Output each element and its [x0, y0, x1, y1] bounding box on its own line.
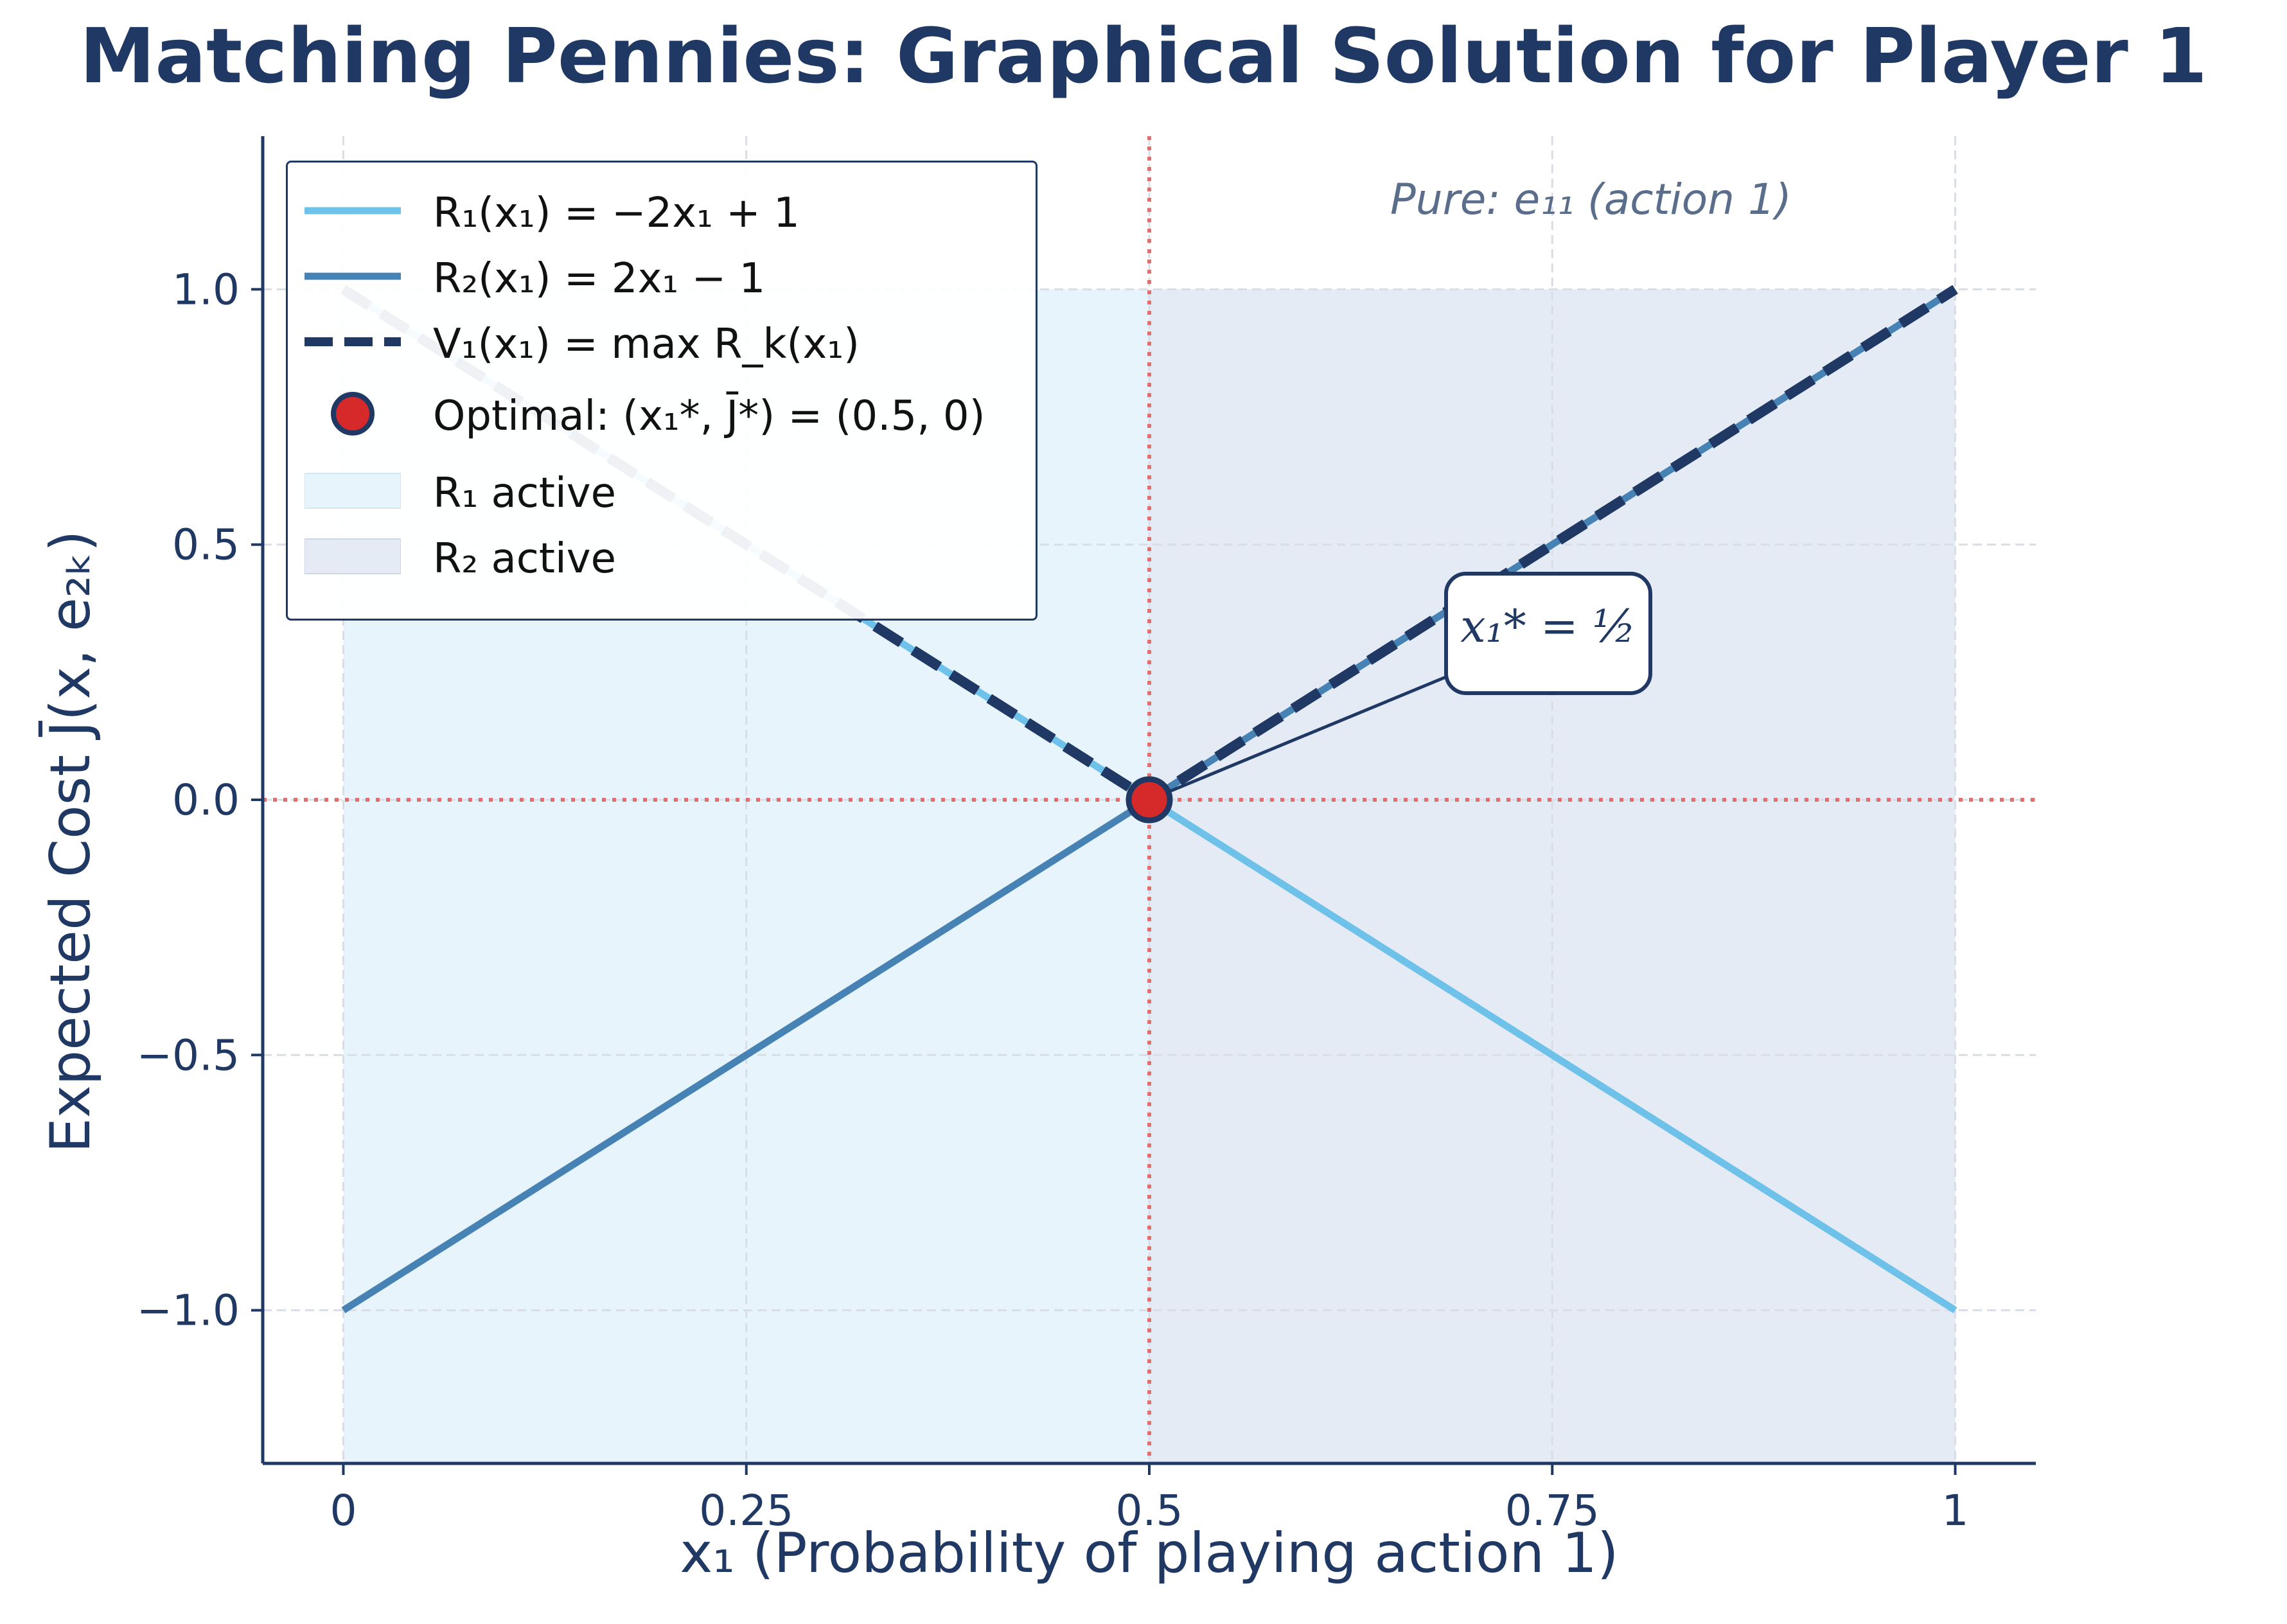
optimum-annotation-box: x₁* = ½	[1444, 572, 1652, 695]
legend-swatch-r1-active	[305, 473, 401, 509]
y-tick-label-3: 0.5	[172, 520, 240, 570]
y-tick-label-0: −1.0	[137, 1286, 240, 1336]
optimal-point-marker	[1126, 776, 1173, 824]
annotation-pointer	[1149, 673, 1453, 802]
y-axis-label: Expected Cost J̄(x, e₂ₖ)	[39, 530, 103, 1153]
legend-swatch-r2	[305, 272, 401, 280]
legend: R₁(x₁) = −2x₁ + 1 R₂(x₁) = 2x₁ − 1 V₁(x₁…	[286, 161, 1038, 621]
legend-swatch-optimal	[331, 392, 375, 436]
y-tick-label-2: 0.0	[172, 775, 240, 825]
tick-labels: 0 0.25 0.5 0.75 1 −1.0 −0.5 0.0 0.5 1.0	[137, 265, 1969, 1535]
annotation-arrow	[1149, 673, 1453, 802]
legend-item-optimal: Optimal: (x₁*, J̄*) = (0.5, 0)	[288, 385, 1036, 443]
legend-label-r2-active: R₂ active	[433, 535, 616, 583]
optimal-point	[1126, 776, 1173, 824]
optimum-annotation-text: x₁* = ½	[1460, 600, 1636, 653]
legend-item-r1-active: R₁ active	[288, 462, 1036, 520]
y-tick-label-1: −0.5	[137, 1030, 240, 1080]
legend-item-r1: R₁(x₁) = −2x₁ + 1	[288, 182, 1036, 240]
legend-label-v1: V₁(x₁) = max R_k(x₁)	[433, 321, 860, 368]
legend-swatch-v1	[305, 337, 401, 346]
legend-label-r1: R₁(x₁) = −2x₁ + 1	[433, 190, 800, 237]
x-tick-label-4: 1	[1942, 1486, 1969, 1535]
chart-title: Matching Pennies: Graphical Solution for…	[79, 12, 2208, 100]
x-tick-label-2: 0.5	[1116, 1486, 1183, 1535]
region-label-right: Pure: e₁₁ (action 1)	[1390, 175, 1792, 224]
legend-item-v1: V₁(x₁) = max R_k(x₁)	[288, 313, 1036, 371]
legend-label-optimal: Optimal: (x₁*, J̄*) = (0.5, 0)	[433, 393, 985, 440]
x-tick-label-3: 0.75	[1505, 1486, 1600, 1535]
legend-item-r2-active: R₂ active	[288, 527, 1036, 585]
x-tick-label-0: 0	[330, 1486, 357, 1535]
y-tick-label-4: 1.0	[172, 265, 240, 314]
legend-label-r2: R₂(x₁) = 2x₁ − 1	[433, 255, 766, 303]
legend-label-r1-active: R₁ active	[433, 470, 616, 517]
grid-lines	[263, 136, 2036, 1463]
legend-swatch-r2-active	[305, 538, 401, 574]
x-axis-label: x₁ (Probability of playing action 1)	[680, 1521, 1619, 1585]
legend-item-r2: R₂(x₁) = 2x₁ − 1	[288, 247, 1036, 305]
x-tick-label-1: 0.25	[699, 1486, 793, 1535]
legend-swatch-r1	[305, 207, 401, 215]
